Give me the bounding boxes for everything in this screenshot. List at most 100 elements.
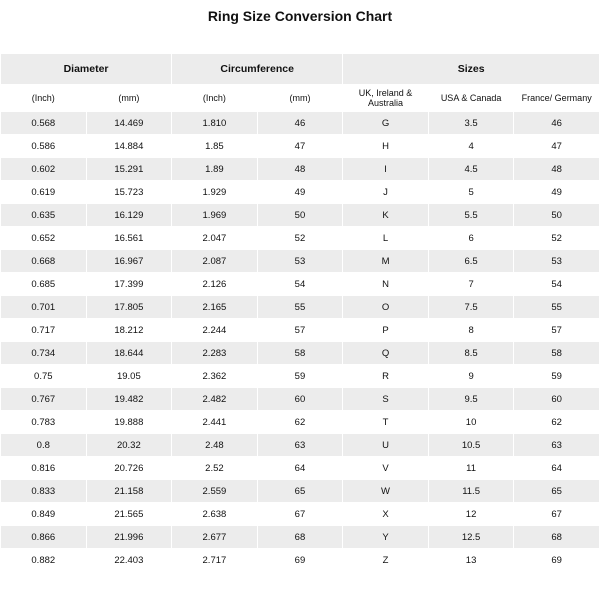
table-row: 0.783 19.888 2.441 62 T 10 62 bbox=[0, 410, 600, 434]
table-cell: 21.996 bbox=[85, 525, 173, 549]
table-cell: 2.165 bbox=[171, 295, 258, 319]
table-cell: 10 bbox=[427, 410, 515, 434]
table-cell: 10.5 bbox=[427, 433, 515, 457]
table-cell: 0.602 bbox=[0, 157, 87, 181]
table-cell: 0.767 bbox=[0, 387, 87, 411]
table-cell: 63 bbox=[256, 433, 344, 457]
table-cell: 53 bbox=[513, 249, 600, 273]
table-row: 0.602 15.291 1.89 48 I 4.5 48 bbox=[0, 157, 600, 181]
table-cell: 21.565 bbox=[85, 502, 173, 526]
table-cell: 0.568 bbox=[0, 111, 87, 135]
table-row: 0.652 16.561 2.047 52 L 6 52 bbox=[0, 226, 600, 250]
table-cell: 0.668 bbox=[0, 249, 87, 273]
table-cell: 49 bbox=[256, 180, 344, 204]
table-cell: J bbox=[342, 180, 429, 204]
table-cell: 16.129 bbox=[85, 203, 173, 227]
column-header: (mm) bbox=[256, 84, 344, 112]
table-cell: 57 bbox=[513, 318, 600, 342]
table-cell: 13 bbox=[427, 548, 515, 572]
table-cell: 0.816 bbox=[0, 456, 87, 480]
table-cell: 2.482 bbox=[171, 387, 258, 411]
table-row: 0.568 14.469 1.810 46 G 3.5 46 bbox=[0, 111, 600, 135]
table-cell: 60 bbox=[256, 387, 344, 411]
table-cell: 0.586 bbox=[0, 134, 87, 158]
table-cell: 12.5 bbox=[427, 525, 515, 549]
group-header-row: Diameter Circumference Sizes bbox=[0, 53, 600, 85]
table-cell: 9 bbox=[427, 364, 515, 388]
table-cell: 69 bbox=[256, 548, 344, 572]
table-row: 0.833 21.158 2.559 65 W 11.5 65 bbox=[0, 479, 600, 503]
table-cell: 2.559 bbox=[171, 479, 258, 503]
table-cell: 2.362 bbox=[171, 364, 258, 388]
table-cell: G bbox=[342, 111, 429, 135]
table-cell: 20.32 bbox=[85, 433, 173, 457]
table-row: 0.717 18.212 2.244 57 P 8 57 bbox=[0, 318, 600, 342]
table-cell: 62 bbox=[256, 410, 344, 434]
table-cell: 4.5 bbox=[427, 157, 515, 181]
table-row: 0.767 19.482 2.482 60 S 9.5 60 bbox=[0, 387, 600, 411]
table-cell: 58 bbox=[256, 341, 344, 365]
table-cell: 2.52 bbox=[171, 456, 258, 480]
size-table: Diameter Circumference Sizes (Inch) (mm)(… bbox=[0, 53, 600, 572]
table-cell: 50 bbox=[513, 203, 600, 227]
table-cell: Z bbox=[342, 548, 429, 572]
table-cell: 2.047 bbox=[171, 226, 258, 250]
table-cell: 17.805 bbox=[85, 295, 173, 319]
table-cell: 50 bbox=[256, 203, 344, 227]
table-cell: 2.244 bbox=[171, 318, 258, 342]
table-cell: 2.441 bbox=[171, 410, 258, 434]
table-cell: 17.399 bbox=[85, 272, 173, 296]
table-cell: 55 bbox=[256, 295, 344, 319]
table-cell: 0.701 bbox=[0, 295, 87, 319]
table-row: 0.816 20.726 2.52 64 V 11 64 bbox=[0, 456, 600, 480]
title: Ring Size Conversion Chart bbox=[207, 8, 393, 24]
table-row: 0.849 21.565 2.638 67 X 12 67 bbox=[0, 502, 600, 526]
table-row: 0.882 22.403 2.717 69 Z 13 69 bbox=[0, 548, 600, 572]
group-header: Circumference bbox=[171, 53, 344, 85]
table-cell: N bbox=[342, 272, 429, 296]
table-cell: 8 bbox=[427, 318, 515, 342]
table-row: 0.8 20.32 2.48 63 U 10.5 63 bbox=[0, 433, 600, 457]
table-body: Diameter Circumference Sizes (Inch) (mm)(… bbox=[0, 53, 600, 572]
table-cell: 19.888 bbox=[85, 410, 173, 434]
table-cell: 5.5 bbox=[427, 203, 515, 227]
table-cell: 52 bbox=[513, 226, 600, 250]
table-cell: 18.644 bbox=[85, 341, 173, 365]
table-cell: 46 bbox=[513, 111, 600, 135]
table-cell: 65 bbox=[256, 479, 344, 503]
table-cell: 8.5 bbox=[427, 341, 515, 365]
table-cell: M bbox=[342, 249, 429, 273]
table-cell: 60 bbox=[513, 387, 600, 411]
table-cell: 0.866 bbox=[0, 525, 87, 549]
table-cell: 9.5 bbox=[427, 387, 515, 411]
table-cell: 1.85 bbox=[171, 134, 258, 158]
table-cell: 1.969 bbox=[171, 203, 258, 227]
table-cell: 1.929 bbox=[171, 180, 258, 204]
table-cell: 47 bbox=[256, 134, 344, 158]
table-row: 0.701 17.805 2.165 55 O 7.5 55 bbox=[0, 295, 600, 319]
table-cell: 15.723 bbox=[85, 180, 173, 204]
table-cell: 11.5 bbox=[427, 479, 515, 503]
table-cell: S bbox=[342, 387, 429, 411]
table-row: 0.668 16.967 2.087 53 M 6.5 53 bbox=[0, 249, 600, 273]
column-header: USA & Canada bbox=[427, 84, 515, 112]
table-cell: 19.05 bbox=[85, 364, 173, 388]
table-cell: 48 bbox=[256, 157, 344, 181]
table-cell: 2.48 bbox=[171, 433, 258, 457]
table-cell: 0.833 bbox=[0, 479, 87, 503]
table-cell: 0.619 bbox=[0, 180, 87, 204]
table-cell: 16.967 bbox=[85, 249, 173, 273]
table-cell: 2.283 bbox=[171, 341, 258, 365]
column-header: (mm) bbox=[85, 84, 173, 112]
table-cell: 47 bbox=[513, 134, 600, 158]
table-cell: 62 bbox=[513, 410, 600, 434]
table-cell: W bbox=[342, 479, 429, 503]
table-cell: 59 bbox=[513, 364, 600, 388]
table-cell: 2.638 bbox=[171, 502, 258, 526]
group-header: Diameter bbox=[0, 53, 173, 85]
table-cell: 64 bbox=[513, 456, 600, 480]
table-cell: 22.403 bbox=[85, 548, 173, 572]
table-cell: 0.717 bbox=[0, 318, 87, 342]
table-cell: 0.783 bbox=[0, 410, 87, 434]
